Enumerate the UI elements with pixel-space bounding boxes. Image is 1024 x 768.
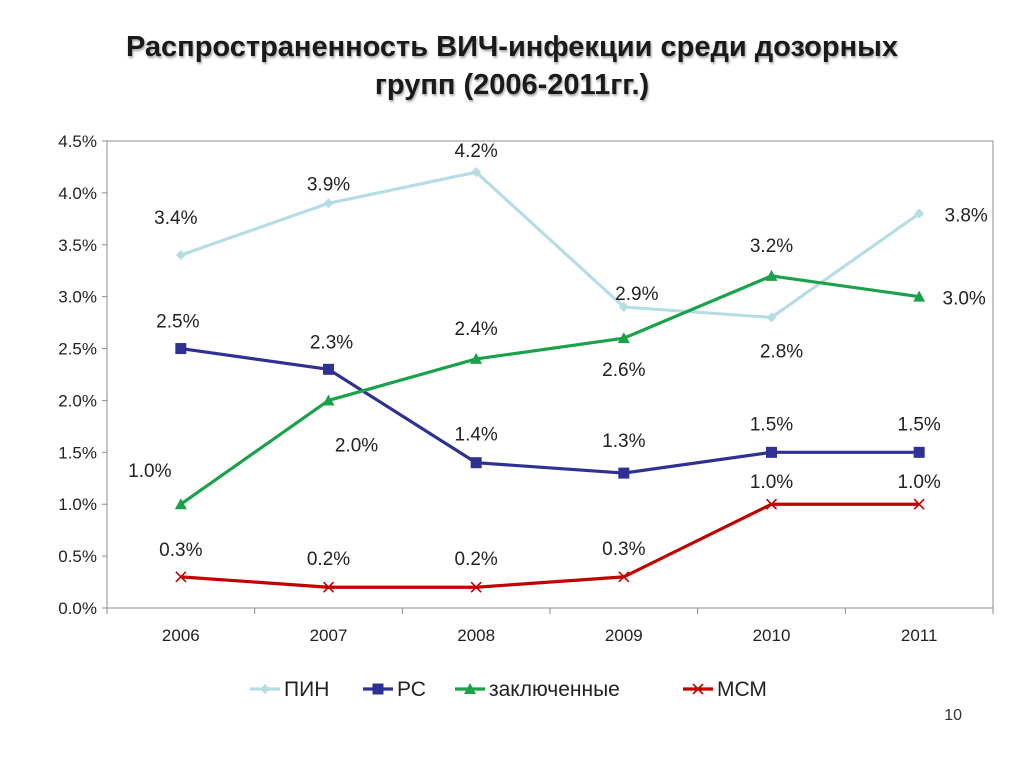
series-line: [180, 170, 921, 320]
legend-marker: [464, 683, 476, 694]
data-label: 1.0%: [750, 472, 793, 493]
plot-area: [106, 140, 994, 609]
data-point: [765, 269, 778, 281]
data-label: 1.4%: [455, 425, 498, 446]
legend-marker: [372, 683, 384, 695]
data-point: [914, 208, 925, 219]
data-point: [174, 498, 187, 510]
x-tick-label: 2007: [310, 626, 348, 645]
slide-title: Распространенность ВИЧ-инфекции среди до…: [60, 28, 964, 104]
data-point: [618, 302, 629, 313]
data-point: [470, 457, 482, 469]
data-point: [323, 363, 334, 375]
data-point: [765, 498, 778, 510]
data-label: 3.2%: [750, 236, 793, 257]
data-point: [322, 581, 335, 593]
x-tick-label: 2011: [901, 626, 938, 645]
data-point: [618, 571, 630, 583]
data-label: 2.6%: [602, 360, 645, 381]
data-point: [913, 498, 925, 510]
data-point: [617, 332, 630, 344]
legend-label: РС: [397, 678, 426, 701]
data-point: [322, 394, 335, 406]
data-label: 3.0%: [943, 289, 986, 310]
x-tick-label: 2008: [457, 626, 495, 645]
data-label: 2.8%: [760, 341, 803, 362]
data-label: 1.5%: [898, 414, 941, 435]
legend-label: заключенные: [489, 678, 620, 701]
slide-title-line-2: групп (2006-2011гг.): [374, 69, 650, 101]
data-label: 0.3%: [602, 539, 645, 560]
data-point: [175, 343, 187, 355]
data-point: [913, 446, 925, 458]
data-label: 0.3%: [159, 540, 202, 561]
slide-title-line-1: Распространенность ВИЧ-инфекции среди до…: [125, 31, 899, 63]
legend-label: МСМ: [717, 678, 767, 701]
y-tick-label: 3.5%: [58, 236, 97, 255]
data-label: 1.5%: [750, 414, 793, 435]
data-label: 0.2%: [307, 549, 350, 570]
data-point: [470, 352, 483, 364]
legend-marker: [692, 683, 704, 695]
y-tick-label: 1.0%: [58, 495, 97, 514]
data-label: 2.9%: [615, 284, 658, 305]
data-point: [913, 290, 926, 302]
x-tick-label: 2006: [162, 626, 200, 645]
data-point: [766, 446, 777, 458]
data-label: 3.4%: [154, 208, 197, 229]
data-label: 1.0%: [128, 461, 171, 482]
series-line: [180, 346, 920, 475]
y-tick-label: 0.5%: [58, 547, 97, 566]
data-point: [175, 250, 186, 261]
data-label: 3.8%: [945, 206, 988, 227]
data-label: 2.0%: [335, 435, 378, 456]
data-label: 2.5%: [156, 312, 199, 333]
x-tick-label: 2009: [605, 626, 643, 645]
series-line: [180, 502, 920, 589]
data-label: 0.2%: [455, 549, 498, 570]
data-label: 1.3%: [602, 431, 645, 452]
page-number: 10: [944, 707, 962, 724]
y-tick-label: 2.0%: [58, 391, 97, 410]
y-tick-label: 0.0%: [58, 599, 97, 618]
data-point: [766, 312, 777, 323]
x-tick-label: 2010: [753, 626, 791, 645]
data-point: [470, 581, 482, 593]
legend-label: ПИН: [284, 678, 329, 701]
data-point: [618, 467, 630, 479]
data-label: 4.2%: [455, 141, 498, 162]
data-point: [323, 198, 334, 209]
series-line: [179, 274, 920, 506]
data-label: 2.4%: [455, 319, 498, 340]
data-point: [175, 571, 187, 583]
y-tick-label: 4.5%: [58, 132, 97, 151]
y-tick-label: 2.5%: [58, 340, 97, 359]
y-tick-label: 3.0%: [58, 288, 97, 307]
data-point: [471, 167, 482, 178]
y-tick-label: 1.5%: [58, 443, 97, 462]
data-label: 2.3%: [310, 332, 353, 353]
y-tick-label: 4.0%: [58, 184, 97, 203]
data-label: 3.9%: [307, 174, 350, 195]
data-label: 1.0%: [898, 472, 941, 493]
legend-marker: [260, 684, 270, 694]
